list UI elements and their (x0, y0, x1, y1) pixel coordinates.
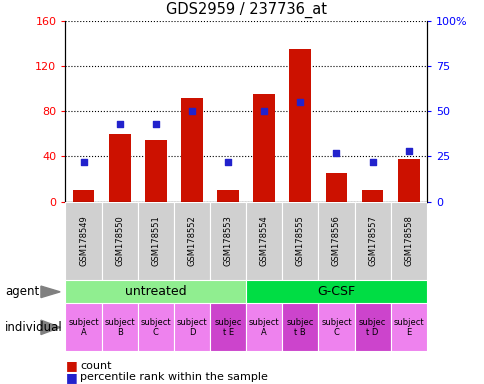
Text: percentile rank within the sample: percentile rank within the sample (80, 372, 267, 382)
Bar (245, 303, 282, 351)
Point (116, 121, 123, 127)
Point (151, 121, 159, 127)
Bar (102, 303, 137, 351)
Polygon shape (41, 286, 60, 298)
Bar (65, 280, 245, 303)
Bar (390, 303, 426, 351)
Point (332, 150, 340, 156)
Text: subjec
t B: subjec t B (286, 318, 313, 337)
Text: GSM178557: GSM178557 (367, 215, 377, 266)
Bar (173, 202, 210, 280)
Bar (354, 202, 390, 280)
Text: subject
C: subject C (140, 318, 171, 337)
Text: subject
E: subject E (393, 318, 423, 337)
Text: GSM178556: GSM178556 (331, 215, 340, 266)
Polygon shape (41, 320, 60, 334)
Bar (65, 202, 102, 280)
Point (260, 108, 268, 114)
Text: GSM178551: GSM178551 (151, 215, 160, 266)
Bar (354, 303, 390, 351)
Text: subjec
t D: subjec t D (358, 318, 385, 337)
Text: ■: ■ (65, 359, 77, 372)
Bar (245, 202, 282, 280)
Text: subject
B: subject B (104, 318, 135, 337)
Bar (282, 303, 318, 351)
Bar (137, 202, 173, 280)
Bar (325, 174, 347, 202)
Bar (289, 49, 311, 202)
Text: individual: individual (5, 321, 62, 334)
Text: subject
C: subject C (320, 318, 351, 337)
Bar (181, 98, 202, 202)
Bar (173, 303, 210, 351)
Bar (318, 202, 354, 280)
Point (224, 159, 231, 165)
Title: GDS2959 / 237736_at: GDS2959 / 237736_at (166, 2, 326, 18)
Text: subjec
t E: subjec t E (214, 318, 241, 337)
Text: GSM178555: GSM178555 (295, 215, 304, 266)
Bar (137, 303, 173, 351)
Text: subject
A: subject A (68, 318, 99, 337)
Bar (253, 94, 274, 202)
Text: count: count (80, 361, 111, 371)
Text: subject
A: subject A (248, 318, 279, 337)
Bar (145, 139, 166, 202)
Point (404, 148, 412, 154)
Bar (210, 303, 245, 351)
Text: GSM178553: GSM178553 (223, 215, 232, 266)
Bar (102, 202, 137, 280)
Text: agent: agent (5, 285, 39, 298)
Bar (217, 190, 239, 202)
Text: untreated: untreated (125, 285, 186, 298)
Text: GSM178554: GSM178554 (259, 215, 268, 266)
Text: GSM178558: GSM178558 (403, 215, 412, 266)
Point (368, 159, 376, 165)
Bar (361, 190, 383, 202)
Text: GSM178552: GSM178552 (187, 215, 196, 266)
Text: ■: ■ (65, 371, 77, 384)
Point (296, 99, 303, 106)
Bar (397, 159, 419, 202)
Bar (282, 202, 318, 280)
Point (188, 108, 196, 114)
Bar (318, 303, 354, 351)
Bar (108, 134, 130, 202)
Bar (65, 303, 102, 351)
Bar (210, 202, 245, 280)
Bar (390, 202, 426, 280)
Text: subject
D: subject D (176, 318, 207, 337)
Text: G-CSF: G-CSF (317, 285, 355, 298)
Text: GSM178549: GSM178549 (79, 215, 88, 266)
Bar (245, 280, 426, 303)
Text: GSM178550: GSM178550 (115, 215, 124, 266)
Point (79, 159, 87, 165)
Bar (73, 190, 94, 202)
